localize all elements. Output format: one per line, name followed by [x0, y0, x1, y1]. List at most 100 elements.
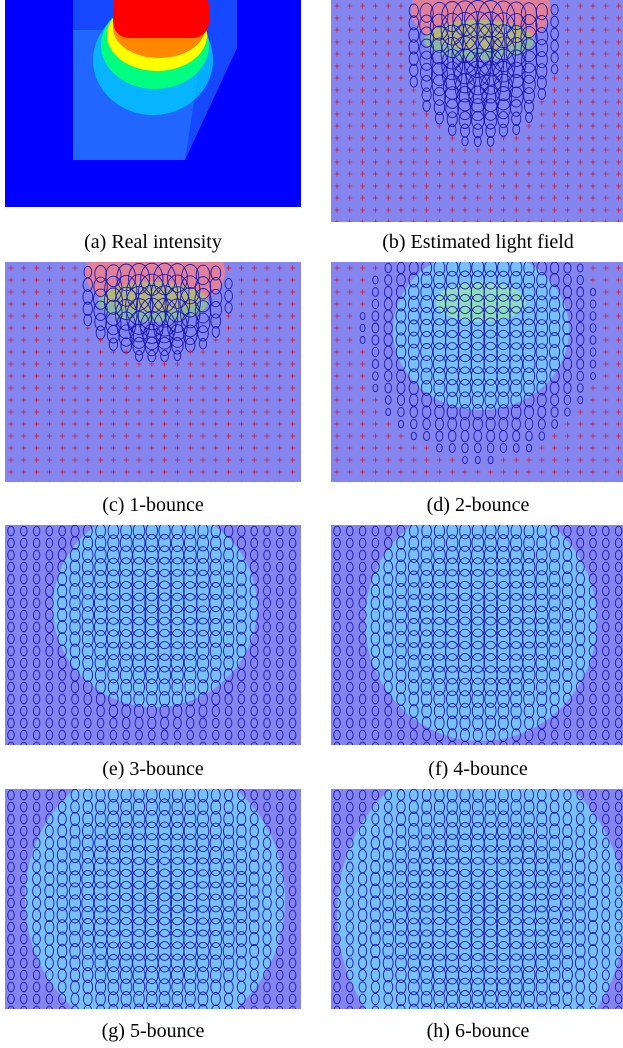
- vector-ellipse: [562, 979, 573, 995]
- vector-ellipse: [7, 825, 15, 837]
- vector-ellipse: [82, 979, 94, 995]
- vector-ellipse: [470, 904, 486, 926]
- vector-ellipse: [81, 606, 94, 624]
- vector-ellipse: [288, 885, 297, 897]
- vector-ellipse: [370, 980, 380, 994]
- cross-marker: [72, 349, 78, 355]
- vector-ellipse: [535, 570, 549, 588]
- vector-ellipse: [198, 1004, 208, 1009]
- vector-ellipse: [420, 678, 433, 696]
- cross-marker: [616, 361, 622, 367]
- vector-ellipse: [19, 897, 28, 909]
- vector-ellipse: [159, 1003, 170, 1009]
- vector-ellipse: [45, 537, 54, 549]
- vector-ellipse: [487, 455, 494, 465]
- vector-ellipse: [145, 809, 159, 829]
- cross-marker: [475, 147, 481, 153]
- vector-ellipse: [459, 798, 471, 816]
- vector-ellipse: [535, 307, 549, 325]
- vector-ellipse: [171, 978, 184, 996]
- cross-marker: [552, 123, 558, 129]
- cross-marker: [372, 159, 378, 165]
- vector-ellipse: [497, 379, 510, 397]
- vector-ellipse: [346, 609, 354, 621]
- vector-ellipse: [7, 645, 15, 657]
- vector-ellipse: [44, 956, 54, 970]
- vector-ellipse: [602, 705, 610, 717]
- cross-marker: [110, 445, 116, 451]
- vector-ellipse: [395, 858, 407, 876]
- cross-marker: [500, 457, 506, 463]
- vector-ellipse: [263, 645, 271, 657]
- vector-ellipse: [333, 645, 341, 657]
- vector-ellipse: [131, 845, 147, 865]
- vector-ellipse: [250, 789, 258, 801]
- vector-ellipse: [549, 823, 561, 839]
- cross-marker: [372, 433, 378, 439]
- cross-marker: [334, 171, 340, 177]
- vector-ellipse: [574, 943, 586, 959]
- vector-ellipse: [470, 580, 486, 602]
- cross-marker: [372, 99, 378, 105]
- vector-ellipse: [275, 897, 284, 909]
- vector-ellipse: [430, 62, 448, 87]
- vector-ellipse: [479, 73, 502, 104]
- vector-ellipse: [248, 859, 260, 875]
- vector-ellipse: [288, 837, 297, 849]
- vector-ellipse: [276, 609, 284, 621]
- cross-marker: [72, 325, 78, 331]
- vector-ellipse: [118, 904, 134, 926]
- vector-ellipse: [358, 956, 368, 970]
- cross-marker: [8, 301, 14, 307]
- vector-ellipse: [452, 48, 478, 85]
- cross-marker: [72, 337, 78, 343]
- vector-ellipse: [209, 288, 223, 308]
- vector-ellipse: [45, 584, 54, 598]
- vector-ellipse: [421, 703, 432, 719]
- vector-ellipse: [288, 933, 297, 945]
- vector-ellipse: [433, 690, 446, 708]
- vector-ellipse: [357, 884, 368, 898]
- vector-ellipse: [144, 916, 160, 938]
- cross-marker: [577, 207, 583, 213]
- cross-marker: [290, 337, 296, 343]
- cross-marker: [539, 183, 545, 189]
- cross-marker: [347, 63, 353, 69]
- cross-marker: [277, 361, 283, 367]
- cross-marker: [372, 457, 378, 463]
- cross-marker: [398, 195, 404, 201]
- vector-ellipse: [20, 849, 28, 861]
- vector-ellipse: [589, 537, 597, 549]
- cross-marker: [616, 445, 622, 451]
- cross-marker: [616, 123, 622, 129]
- cross-marker: [59, 457, 65, 463]
- vector-ellipse: [483, 940, 498, 962]
- vector-ellipse: [210, 525, 221, 539]
- cross-marker: [85, 421, 91, 427]
- cross-marker: [123, 457, 129, 463]
- vector-ellipse: [371, 525, 380, 537]
- vector-ellipse: [119, 534, 133, 552]
- vector-ellipse: [276, 549, 284, 561]
- vector-ellipse: [20, 789, 28, 801]
- cross-marker: [334, 385, 340, 391]
- vector-ellipse: [131, 628, 147, 650]
- cross-marker: [264, 265, 270, 271]
- vector-ellipse: [407, 606, 421, 624]
- vector-ellipse: [524, 417, 534, 431]
- cross-marker: [226, 337, 232, 343]
- vector-ellipse: [614, 909, 623, 921]
- vector-ellipse: [407, 858, 421, 876]
- vector-ellipse: [548, 966, 561, 984]
- cross-marker: [238, 397, 244, 403]
- cross-marker: [8, 469, 14, 475]
- vector-ellipse: [548, 332, 561, 348]
- vector-ellipse: [576, 263, 584, 273]
- vector-ellipse: [68, 894, 82, 912]
- cross-marker: [174, 385, 180, 391]
- vector-ellipse: [499, 442, 508, 454]
- cross-marker: [213, 337, 219, 343]
- vector-ellipse: [522, 953, 536, 973]
- vector-ellipse: [333, 849, 341, 861]
- cross-marker: [34, 469, 40, 475]
